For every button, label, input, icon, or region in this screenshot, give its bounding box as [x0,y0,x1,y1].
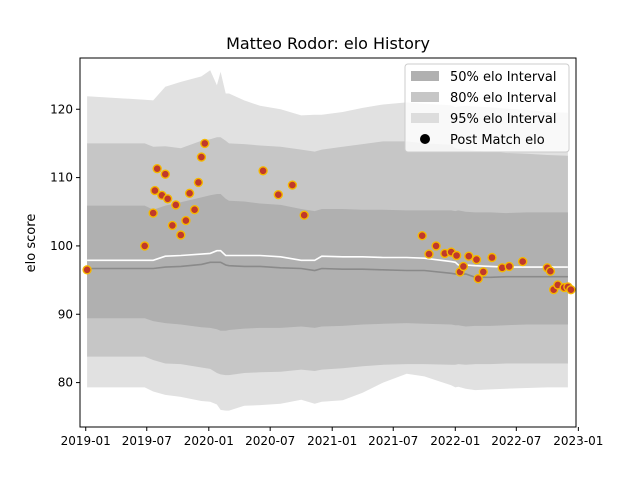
legend-label: 80% elo Interval [450,91,557,106]
data-point [566,285,576,295]
x-tick-label: 2020-07 [245,434,295,448]
data-point [545,266,556,276]
data-point [139,241,150,251]
x-axis-ticks: 2019-01 2019-07 2020-01 2020-07 2021-01 2021-… [61,427,603,448]
data-point [518,256,528,267]
x-tick-label: 2021-07 [368,434,418,448]
band-50-interval [87,194,568,331]
data-point [431,241,441,251]
trend-lines [87,249,568,279]
data-point [471,254,482,265]
y-tick-label: 100 [50,239,73,253]
data-point [464,251,474,261]
legend-label: Post Match elo [450,133,545,148]
data-point [189,204,200,215]
data-point [451,250,462,261]
x-tick-label: 2022-01 [430,434,480,448]
legend: 50% elo Interval 80% elo Interval 95% elo … [404,63,570,153]
legend-label: 95% elo Interval [450,112,557,127]
data-point [160,169,171,179]
x-tick-label: 2023-01 [553,434,603,448]
data-point [504,261,514,272]
data-point [478,267,488,277]
data-point [181,215,191,226]
data-point [299,210,309,220]
data-point [171,200,181,210]
data-point [152,163,162,174]
y-tick-label: 110 [50,171,73,185]
data-point [184,188,195,199]
y-axis-ticks: 80 90 100 110 120 [50,102,80,390]
data-point [258,166,268,176]
median-elo-line [87,261,568,279]
x-tick-label: 2019-01 [61,434,111,448]
x-tick-label: 2022-07 [491,434,541,448]
x-tick-label: 2021-01 [307,434,357,448]
data-point [287,180,298,190]
data-point [273,189,283,200]
legend-swatch [411,92,439,102]
chart-title: Matteo Rodor: elo History [226,34,430,53]
data-point [200,138,210,149]
data-point [162,194,173,204]
x-tick-label: 2020-01 [184,434,234,448]
y-tick-label: 80 [58,376,73,390]
y-tick-label: 120 [50,102,73,116]
legend-swatch [411,71,439,81]
legend-marker [420,134,430,144]
post-match-points [82,138,576,295]
data-point [82,265,92,275]
data-point [417,230,427,241]
data-point [487,252,497,263]
data-point [193,177,204,188]
data-point [176,230,186,240]
y-axis-label: elo score [24,214,39,273]
data-point [148,208,158,218]
data-point [424,249,434,259]
x-tick-label: 2019-07 [122,434,172,448]
y-tick-label: 90 [58,307,73,321]
data-point [196,152,207,162]
data-point [458,261,469,272]
interval-bands [87,70,568,411]
legend-label: 50% elo Interval [450,70,557,85]
data-point [150,185,160,196]
data-point [167,220,178,231]
mean-elo-line [87,249,568,268]
legend-swatch [411,113,439,123]
data-point [473,274,483,284]
plot-frame [79,57,577,428]
legend-frame [404,63,570,153]
